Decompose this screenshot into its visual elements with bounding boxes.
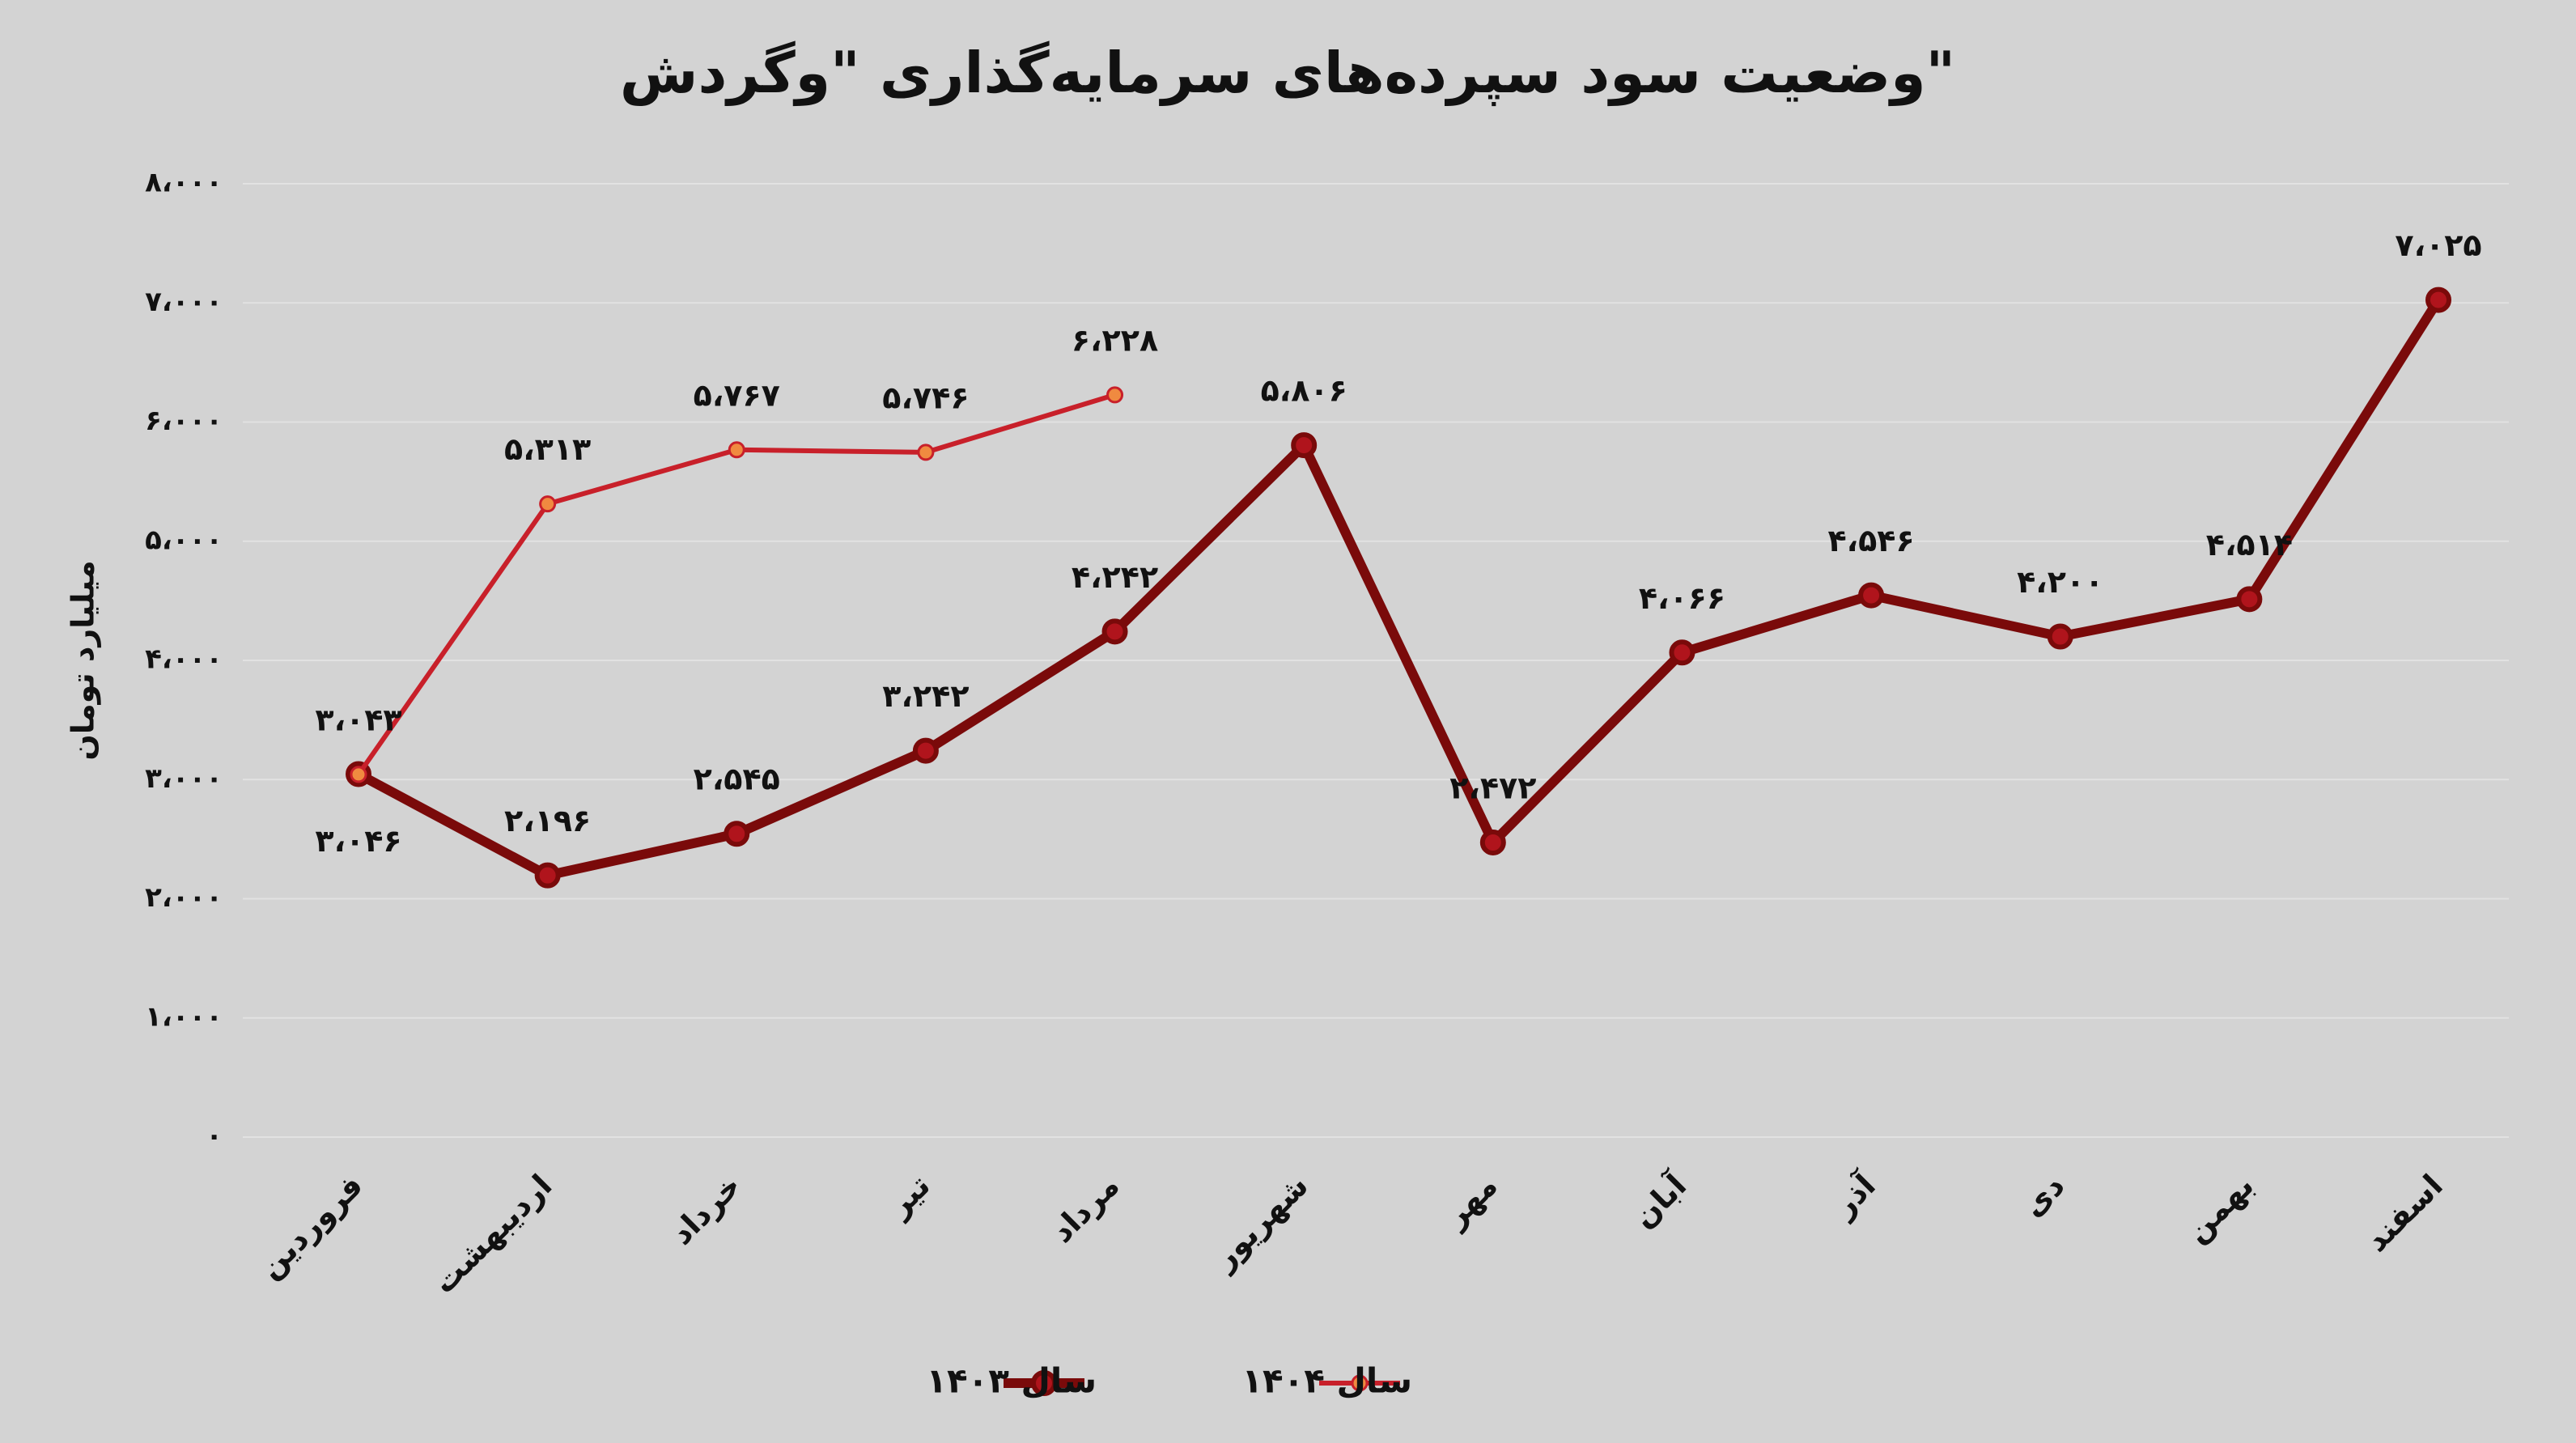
data-label: ۶،۲۲۸ [1072,322,1158,358]
point-marker [2425,286,2451,313]
point-marker [539,495,557,513]
data-label: ۲،۱۹۶ [504,803,591,838]
point-marker [2236,586,2263,613]
point-marker [917,444,935,461]
point-marker [1106,386,1124,404]
legend-marker [1031,1370,1057,1396]
point-marker [1101,618,1128,645]
y-tick-label: ۲،۰۰۰ [145,881,223,914]
data-label: ۳،۲۴۲ [882,678,969,714]
data-label: ۲،۵۴۵ [694,762,780,797]
data-label: ۵،۳۱۳ [504,431,591,467]
y-tick-label: ۰ [206,1120,223,1152]
point-marker [1858,582,1885,609]
y-tick-label: ۶،۰۰۰ [145,405,223,437]
data-label: ۵،۸۰۶ [1261,373,1347,409]
point-marker [724,821,750,847]
legend-marker [1351,1374,1369,1392]
data-label: ۵،۷۴۶ [882,380,969,415]
y-tick-label: ۴،۰۰۰ [145,643,223,676]
data-label: ۴،۲۴۲ [1072,559,1158,595]
y-tick-label: ۷،۰۰۰ [145,286,223,318]
legend-label: سال ۱۴۰۴ [1241,1361,1412,1401]
y-tick-label: ۵،۰۰۰ [145,524,223,556]
y-tick-label: ۱،۰۰۰ [145,1000,223,1033]
y-tick-label: ۸،۰۰۰ [145,167,223,199]
point-marker [1291,432,1318,459]
chart-title: وضعیت سود سپرده‌های سرمایه‌گذاری "وگردش" [620,40,1955,107]
data-label: ۷،۰۲۵ [2395,227,2481,263]
legend-label: سال ۱۴۰۳ [926,1361,1097,1401]
point-marker [912,737,939,764]
y-tick-label: ۳،۰۰۰ [145,762,223,795]
data-label: ۴،۵۱۴ [2206,527,2293,562]
y-axis-label: میلیارد تومان [66,560,101,760]
point-marker [2047,623,2073,650]
series-line [356,297,2443,881]
data-label: ۵،۷۶۷ [694,377,780,413]
point-marker [350,766,367,783]
point-marker [728,441,745,459]
data-label: ۴،۵۴۶ [1827,523,1914,558]
data-label: ۴،۲۰۰ [2017,564,2103,600]
data-label: ۲،۴۷۲ [1449,770,1536,805]
point-marker [534,862,561,889]
point-marker [1669,639,1695,666]
point-marker [1479,829,1506,855]
data-label: ۳،۰۴۳ [315,702,401,737]
data-label: ۴،۰۶۶ [1639,580,1725,616]
data-label: ۳،۰۴۶ [315,823,401,859]
